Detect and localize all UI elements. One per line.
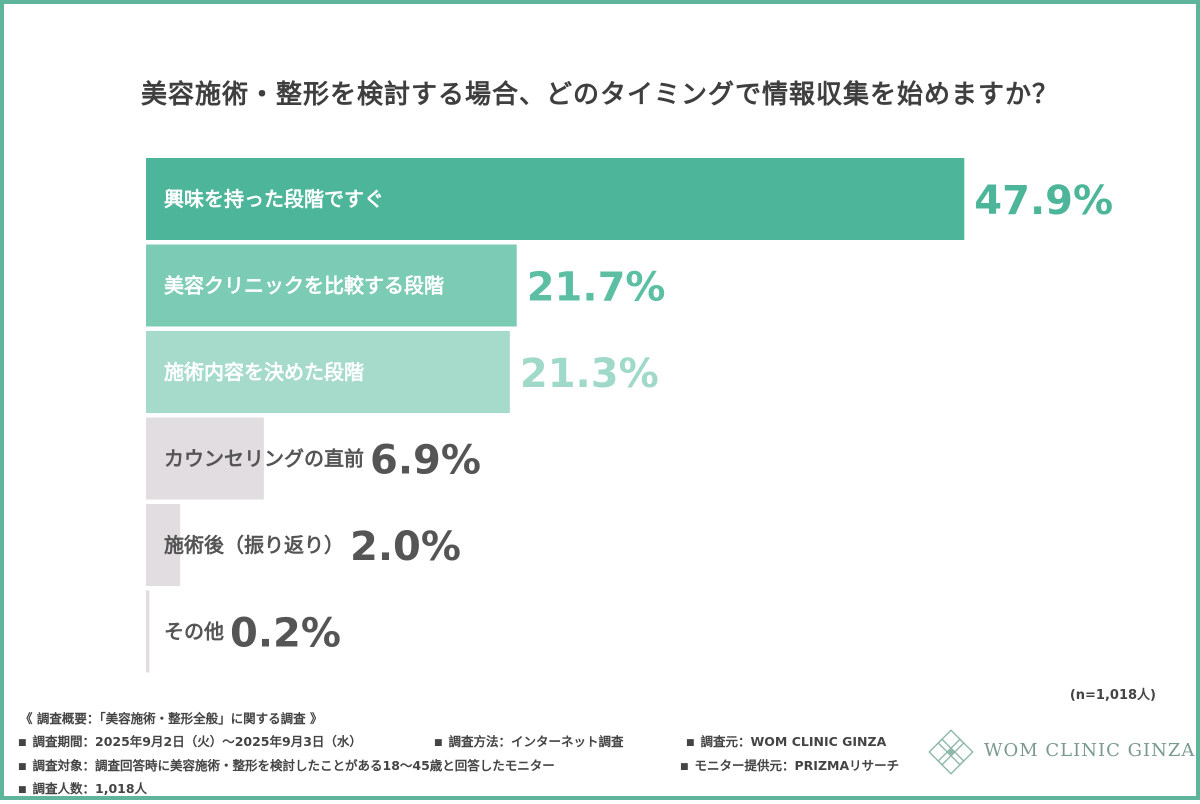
value-label-2: 21.7% (527, 265, 666, 311)
category-label-2: 美容クリニックを比較する段階 (164, 274, 444, 298)
category-label-1: 興味を持った段階ですぐ (164, 187, 384, 211)
category-label-5: 施術後（振り返り） (164, 533, 344, 557)
category-label-6: その他 (164, 620, 224, 644)
bar-2 (146, 244, 517, 327)
bar-6 (146, 590, 150, 673)
logo-mark-icon (928, 729, 974, 775)
value-label-5: 2.0% (350, 524, 461, 570)
survey-overview: 《 調査概要：「美容施術・整形全般」に関する調査 》 (20, 711, 323, 726)
logo-text: WOM CLINIC GINZA (984, 740, 1196, 761)
bar-1 (146, 158, 965, 240)
survey-period: 調査期間：2025年9月2日（火）〜2025年9月3日（水） (18, 731, 362, 750)
bar-4 (146, 417, 264, 500)
survey-source: 調査元：WOM CLINIC GINZA (686, 731, 887, 750)
category-label-4: カウンセリングの直前 (164, 447, 364, 471)
value-label-3: 21.3% (520, 351, 659, 397)
value-label-1: 47.9% (974, 178, 1113, 224)
value-label-4: 6.9% (370, 438, 481, 484)
survey-provider: モニター提供元：PRIZMAリサーチ (680, 755, 900, 774)
clinic-logo: WOM CLINIC GINZA (926, 726, 1196, 778)
value-label-6: 0.2% (230, 611, 341, 657)
category-label-3: 施術内容を決めた段階 (164, 360, 364, 384)
survey-target: 調査対象：調査回答時に美容施術・整形を検討したことがある18〜45歳と回答したモ… (18, 755, 555, 774)
chart-title: 美容施術・整形を検討する場合、どのタイミングで情報収集を始めますか？ (140, 80, 1059, 110)
bar-chart: 興味を持った段階ですぐ 47.9% 美容クリニックを比較する段階 21.7% 施術内容を… (146, 158, 1113, 673)
bar-3 (146, 331, 510, 413)
survey-count: 調査人数：1,018人 (18, 778, 148, 797)
sample-size: (n=1,018人) (1069, 688, 1156, 703)
survey-method: 調査方法：インターネット調査 (434, 731, 624, 750)
bar-5 (146, 504, 181, 586)
